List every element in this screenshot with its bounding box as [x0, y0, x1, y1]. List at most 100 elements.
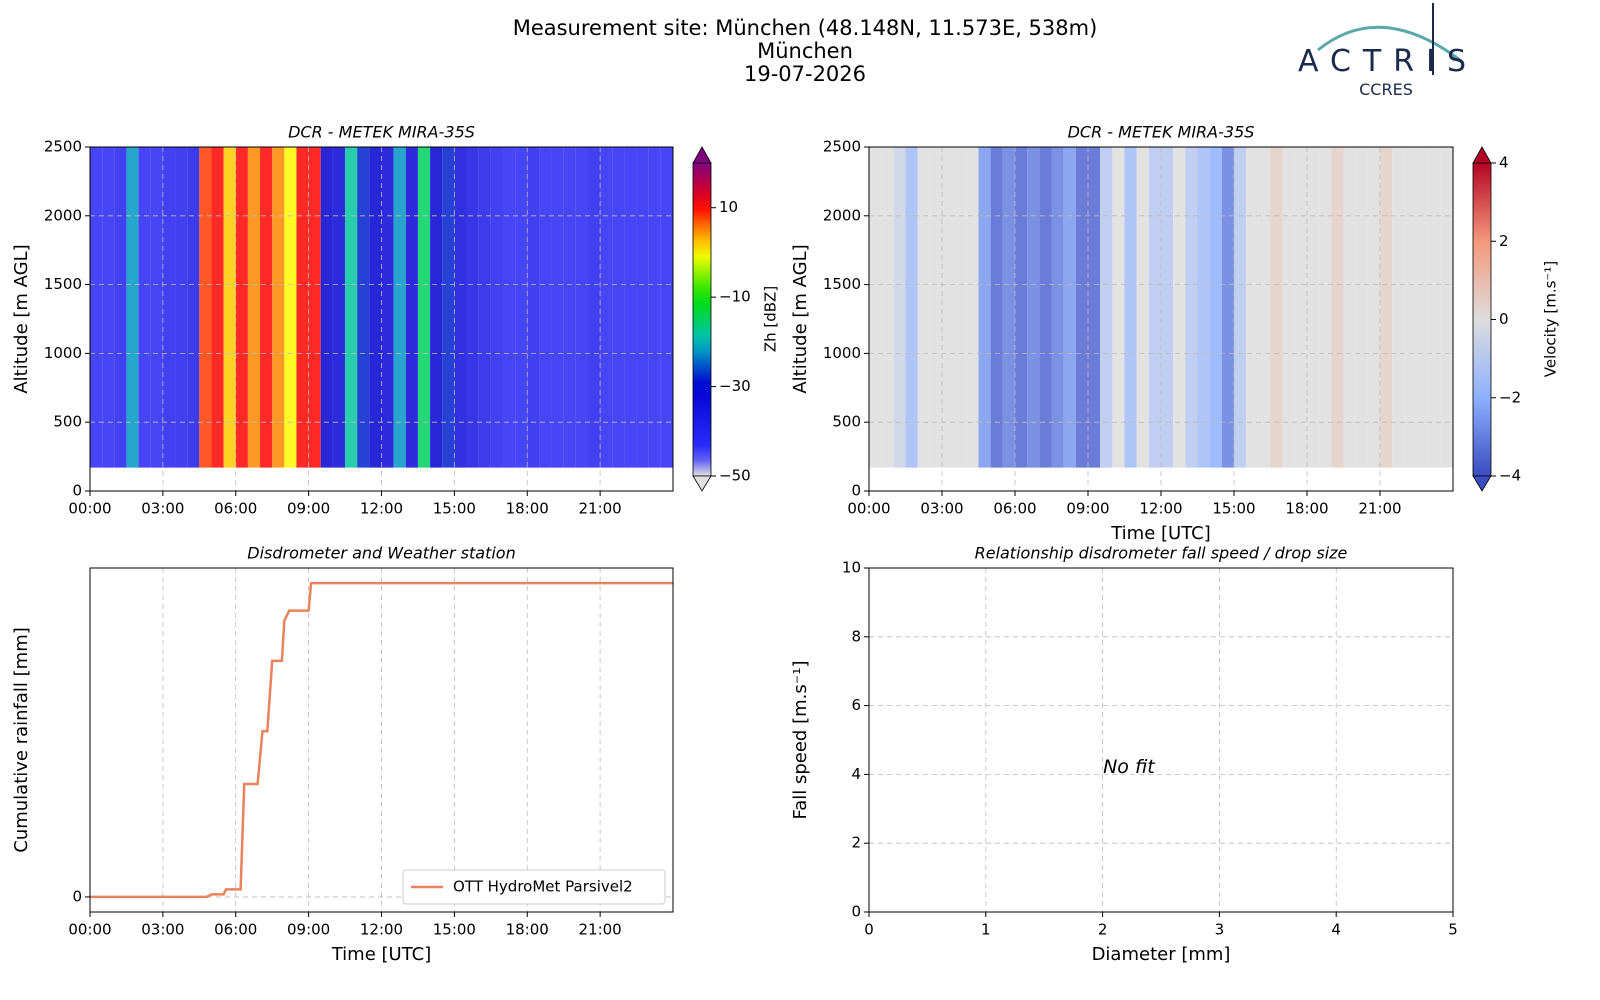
heatmap-cell — [478, 147, 491, 468]
heatmap-cell — [1428, 147, 1441, 468]
heatmap-cell — [345, 147, 358, 468]
heatmap-cell — [308, 147, 321, 468]
x-tick-label: 06:00 — [214, 500, 257, 518]
heatmap-cell — [102, 147, 115, 468]
x-tick-label: 09:00 — [287, 921, 330, 939]
colorbar-tick-label: −30 — [719, 377, 751, 395]
heatmap-cell — [1112, 147, 1125, 468]
y-tick-label: 2000 — [823, 206, 861, 224]
heatmap-cell — [1075, 147, 1088, 468]
heatmap-cell — [1258, 147, 1271, 468]
x-axis-label: Time [UTC] — [1110, 523, 1211, 544]
x-tick-label: 15:00 — [1212, 500, 1255, 518]
x-tick-label: 12:00 — [1139, 500, 1182, 518]
colorbar-tick-label: −10 — [719, 288, 751, 306]
heatmap-cell — [527, 147, 540, 468]
heatmap-cell — [1063, 147, 1076, 468]
y-tick-label: 1500 — [823, 275, 861, 293]
heatmap-cell — [490, 147, 503, 468]
heatmap-cell — [175, 147, 188, 468]
heatmap-cell — [1027, 147, 1040, 468]
x-tick-label: 4 — [1331, 921, 1341, 939]
heatmap-cell — [138, 147, 151, 468]
x-tick-label: 06:00 — [993, 500, 1036, 518]
heatmap-cell — [1002, 147, 1015, 468]
heatmap-cell — [1270, 147, 1283, 468]
heatmap-cell — [1221, 147, 1234, 468]
x-tick-label: 12:00 — [360, 500, 403, 518]
panel-title: Disdrometer and Weather station — [247, 544, 515, 563]
y-tick-label: 0 — [851, 903, 861, 921]
panel-title: DCR - METEK MIRA-35S — [1068, 123, 1255, 142]
heatmap-cell — [1234, 147, 1247, 468]
x-tick-label: 03:00 — [920, 500, 963, 518]
heatmap-cell — [1197, 147, 1210, 468]
heatmap-cell — [381, 147, 394, 468]
heatmap-cell — [648, 147, 661, 468]
y-tick-label: 500 — [53, 413, 82, 431]
y-tick-label: 1000 — [823, 344, 861, 362]
heatmap-cell — [187, 147, 200, 468]
x-tick-label: 1 — [981, 921, 991, 939]
heatmap-cell — [162, 147, 176, 468]
colorbar-extend-top — [692, 146, 712, 164]
heatmap-cell — [1148, 147, 1161, 468]
heatmap-cell — [466, 147, 479, 468]
y-tick-label: 1500 — [44, 275, 82, 293]
heatmap-cell — [660, 147, 673, 468]
y-axis-label: Altitude [m AGL] — [790, 244, 811, 393]
heatmap-cell — [1367, 147, 1380, 468]
heatmap-cell — [357, 147, 370, 468]
heatmap-cell — [966, 147, 979, 468]
heatmap-cell — [612, 147, 625, 468]
x-tick-label: 00:00 — [68, 921, 111, 939]
x-tick-label: 03:00 — [141, 921, 184, 939]
heatmap-cell — [430, 147, 443, 468]
colorbar-tick-label: −2 — [1499, 388, 1521, 406]
heatmap-cell — [296, 147, 309, 468]
heatmap-cell — [405, 147, 418, 468]
x-tick-label: 00:00 — [847, 500, 890, 518]
y-axis-label: Fall speed [m.s⁻¹] — [790, 661, 811, 820]
x-tick-label: 21:00 — [579, 500, 622, 518]
colorbar-extend-top — [1472, 146, 1492, 164]
heatmap-cell — [1185, 147, 1198, 468]
heatmap-cell — [1380, 147, 1393, 468]
x-tick-label: 15:00 — [433, 500, 476, 518]
colorbar-label: Velocity [m.s⁻¹] — [1542, 261, 1560, 377]
heatmap-cell — [1173, 147, 1186, 468]
figure-title: Measurement site: München (48.148N, 11.5… — [513, 16, 1098, 40]
colorbar-tick-label: 2 — [1499, 232, 1509, 250]
x-tick-label: 0 — [864, 921, 874, 939]
y-tick-label: 0 — [72, 482, 82, 500]
heatmap-cell — [223, 147, 236, 468]
legend — [402, 869, 666, 905]
heatmap-cell — [929, 147, 942, 468]
heatmap-cell — [211, 147, 224, 468]
heatmap-cell — [1307, 147, 1320, 468]
panel-title: DCR - METEK MIRA-35S — [288, 123, 475, 142]
legend-label: OTT HydroMet Parsivel2 — [453, 878, 633, 896]
heatmap-cell — [284, 147, 297, 468]
heatmap-cell — [1209, 147, 1222, 468]
x-axis-label: Diameter [mm] — [1092, 944, 1231, 965]
line-series — [90, 581, 673, 899]
axes-frame — [868, 567, 1454, 913]
y-tick-label: 500 — [832, 413, 861, 431]
heatmap-cell — [199, 147, 212, 468]
plot-area — [869, 568, 1453, 912]
y-tick-label: 2500 — [44, 138, 82, 156]
x-tick-label: 3 — [1215, 921, 1225, 939]
panel-title: Relationship disdrometer fall speed / dr… — [975, 544, 1348, 563]
heatmap-cell — [126, 147, 139, 468]
heatmap-cell — [905, 147, 918, 468]
date: 19-07-2026 — [744, 62, 866, 86]
x-tick-label: 18:00 — [506, 500, 549, 518]
heatmap-cell — [417, 147, 431, 468]
heatmap-cell — [869, 147, 882, 468]
logo-text: ACTRIS — [1298, 44, 1478, 79]
x-tick-label: 15:00 — [433, 921, 476, 939]
heatmap-cell — [442, 147, 455, 468]
heatmap-cell — [563, 147, 576, 468]
heatmap-cell — [539, 147, 552, 468]
